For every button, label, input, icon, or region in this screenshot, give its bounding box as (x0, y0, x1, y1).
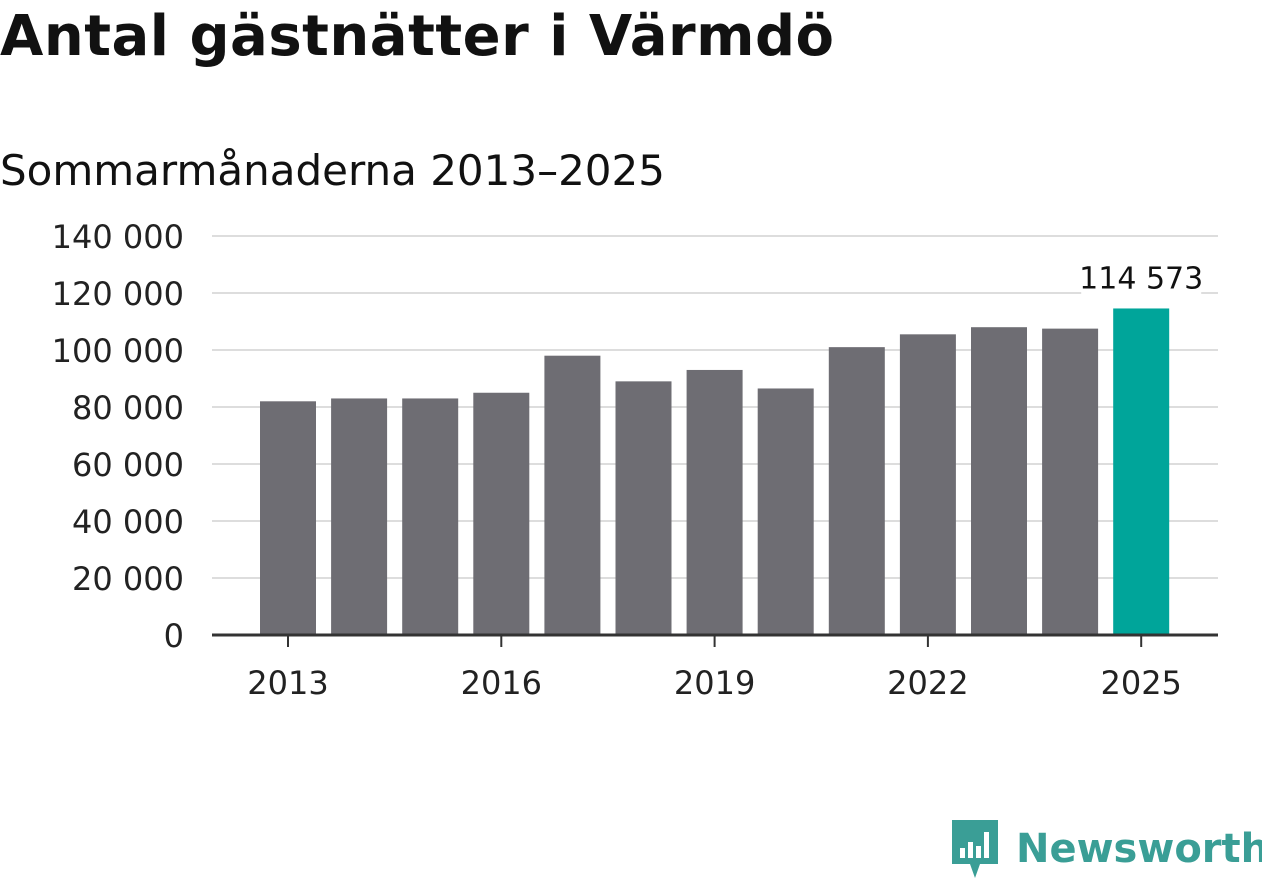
y-tick-label: 100 000 (52, 332, 184, 370)
x-tick-label: 2025 (1100, 664, 1181, 702)
bar-2020 (757, 388, 814, 635)
bar-2021 (828, 347, 885, 635)
value-label-background (1081, 261, 1202, 298)
bars (260, 308, 1170, 635)
y-tick-label: 140 000 (52, 218, 184, 256)
y-tick-label: 0 (164, 617, 184, 655)
x-axis: 2013 2016 2019 2022 2025 (212, 633, 1218, 702)
bar-2015 (402, 398, 459, 635)
y-tick-label: 80 000 (72, 389, 184, 427)
chart-subtitle: Sommarmånaderna 2013–2025 (0, 146, 665, 195)
bar-2025 (1113, 308, 1170, 635)
bar-2022 (899, 334, 956, 635)
newsworthy-brand: Newsworthy (950, 818, 1262, 880)
x-tick-label: 2019 (674, 664, 755, 702)
chart-title: Antal gästnätter i Värmdö (0, 4, 835, 69)
x-tick-label: 2013 (247, 664, 328, 702)
newsworthy-logo-icon (952, 820, 998, 878)
y-tick-label: 20 000 (72, 560, 184, 598)
bar-2017 (544, 355, 601, 635)
highlight-value-label: 114 573 (1079, 261, 1203, 296)
y-tick-label: 120 000 (52, 275, 184, 313)
bar-2016 (473, 392, 530, 635)
x-tick-label: 2022 (887, 664, 968, 702)
bar-2014 (331, 398, 388, 635)
bar-2013 (260, 401, 316, 635)
bar-2019 (686, 369, 743, 635)
y-tick-label: 60 000 (72, 446, 184, 484)
value-labels: 114 573 (1079, 261, 1203, 298)
bar-2018 (615, 381, 672, 635)
bar-2024 (1042, 328, 1099, 635)
x-tick-label: 2016 (461, 664, 542, 702)
bar-2023 (971, 327, 1027, 635)
brand-name: Newsworthy (1016, 826, 1262, 872)
y-axis-ticks: 0 20 000 40 000 60 000 80 000 100 000 120 000 1… (52, 218, 184, 655)
y-tick-label: 40 000 (72, 503, 184, 541)
